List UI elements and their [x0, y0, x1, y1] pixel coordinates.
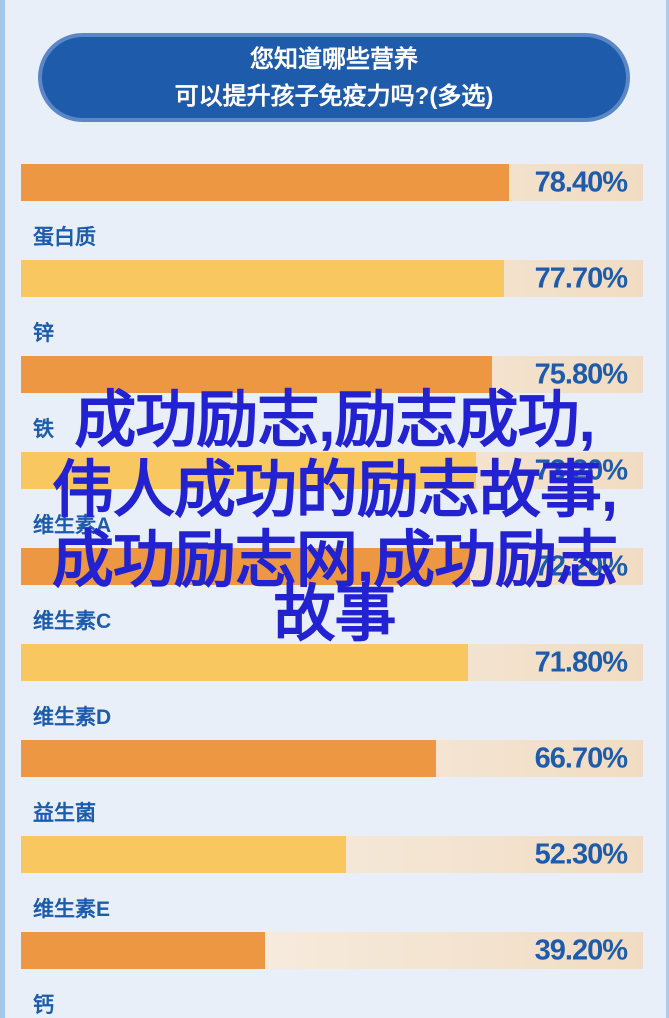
- bar-track: 73.20%: [21, 452, 643, 489]
- question-title-line2: 可以提升孩子免疫力吗?(多选): [174, 82, 494, 110]
- page-right-edge: [666, 0, 669, 1018]
- bar-value-label: 52.30%: [534, 838, 628, 870]
- bar-row: 75.80% 铁: [21, 356, 643, 441]
- bar-row: 39.20% 钙: [21, 932, 643, 1017]
- bar-fill: [21, 836, 347, 873]
- bar-value-label: 75.80%: [534, 358, 628, 390]
- bar-category-label: 钙: [33, 994, 54, 1017]
- bar-category-label: 蛋白质: [33, 226, 96, 249]
- bar-fill: [21, 164, 509, 201]
- bar-row: 73.20% 维生素A: [21, 452, 643, 537]
- bar-track: 66.70%: [21, 740, 643, 777]
- page-left-edge: [0, 0, 5, 1018]
- bar-track: 71.80%: [21, 644, 643, 681]
- bar-value-label: 78.40%: [534, 166, 628, 198]
- bar-value-label: 39.20%: [534, 934, 628, 966]
- bar-category-label: 维生素A: [33, 514, 112, 537]
- question-title-pill: 您知道哪些营养 可以提升孩子免疫力吗?(多选): [38, 33, 630, 122]
- bar-row: 72.20% 维生素C: [21, 548, 643, 633]
- bar-track: 78.40%: [21, 164, 643, 201]
- bar-row: 66.70% 益生菌: [21, 740, 643, 825]
- bar-row: 77.70% 锌: [21, 260, 643, 345]
- bar-category-label: 益生菌: [33, 802, 96, 825]
- bar-fill: [21, 452, 477, 489]
- bar-value-label: 73.20%: [534, 454, 628, 486]
- bar-value-label: 72.20%: [534, 550, 628, 582]
- bar-category-label: 维生素E: [33, 898, 111, 921]
- bar-category-label: 维生素C: [33, 610, 112, 633]
- bar-fill: [21, 260, 505, 297]
- bar-track: 77.70%: [21, 260, 643, 297]
- bar-track: 39.20%: [21, 932, 643, 969]
- bar-row: 78.40% 蛋白质: [21, 164, 643, 249]
- bar-row: 52.30% 维生素E: [21, 836, 643, 921]
- bar-fill: [21, 356, 493, 393]
- bar-category-label: 锌: [33, 322, 54, 345]
- bar-row: 71.80% 维生素D: [21, 644, 643, 729]
- bar-track: 52.30%: [21, 836, 643, 873]
- bar-category-label: 维生素D: [33, 706, 112, 729]
- bar-fill: [21, 740, 436, 777]
- bar-category-label: 铁: [33, 418, 54, 441]
- bar-track: 75.80%: [21, 356, 643, 393]
- bar-fill: [21, 548, 471, 585]
- bar-value-label: 77.70%: [534, 262, 628, 294]
- bar-chart: 78.40% 蛋白质 77.70% 锌 75.80% 铁 73.20% 维生素A…: [21, 164, 643, 1018]
- bar-fill: [21, 644, 468, 681]
- bar-fill: [21, 932, 265, 969]
- bar-track: 72.20%: [21, 548, 643, 585]
- bar-value-label: 66.70%: [534, 742, 628, 774]
- bar-value-label: 71.80%: [534, 646, 628, 678]
- question-title-line1: 您知道哪些营养: [250, 45, 418, 73]
